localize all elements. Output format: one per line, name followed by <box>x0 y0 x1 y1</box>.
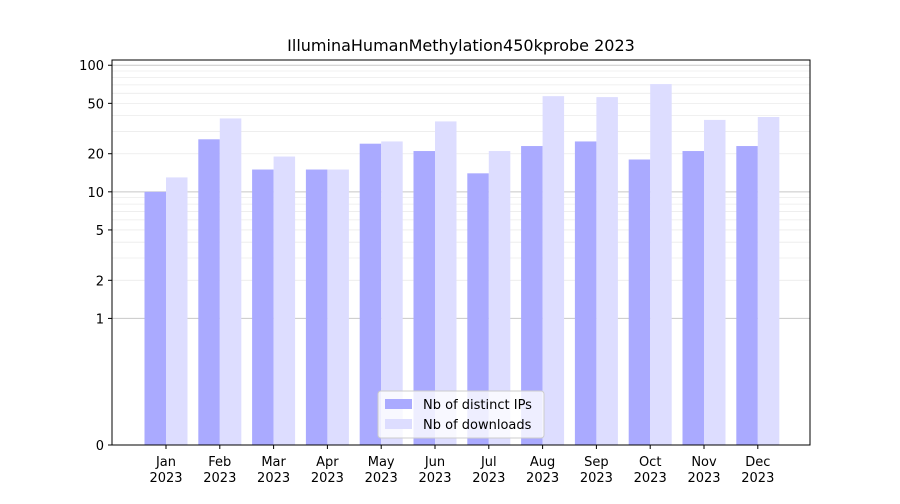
bar-distinct-ips <box>628 159 651 445</box>
y-tick-label: 5 <box>96 224 104 239</box>
x-tick-label-month: Jun <box>424 455 445 470</box>
y-tick-label: 100 <box>79 59 104 74</box>
x-tick-label-month: May <box>368 455 395 470</box>
legend-label: Nb of distinct IPs <box>423 398 532 413</box>
bar-distinct-ips <box>467 173 489 445</box>
bars <box>144 84 780 446</box>
x-tick-label-year: 2023 <box>365 471 398 486</box>
y-axis-ticks: 0 1 2 5 10 20 50 100 <box>79 59 112 454</box>
legend-box <box>377 390 545 439</box>
x-tick-label-year: 2023 <box>741 471 774 486</box>
x-tick-label-month: Nov <box>691 455 717 470</box>
x-tick-label-month: Oct <box>639 455 661 470</box>
bar-downloads <box>542 96 565 446</box>
bar-downloads <box>596 97 618 446</box>
x-tick-label-year: 2023 <box>311 471 344 486</box>
bar-distinct-ips <box>521 146 543 445</box>
y-tick-label: 20 <box>87 148 104 163</box>
x-tick-label-month: Jan <box>155 455 176 470</box>
x-tick-label-year: 2023 <box>257 471 290 486</box>
bar-downloads <box>327 169 349 445</box>
y-tick-label: 1 <box>96 312 104 327</box>
y-tick-label: 10 <box>87 186 104 201</box>
bar-distinct-ips <box>305 169 328 445</box>
x-tick-label-year: 2023 <box>203 471 236 486</box>
x-tick-label-year: 2023 <box>687 471 720 486</box>
x-tick-label-year: 2023 <box>418 471 451 486</box>
x-tick-label-month: Mar <box>261 455 286 470</box>
bar-downloads <box>166 177 188 446</box>
bar-downloads <box>381 141 403 445</box>
bar-distinct-ips <box>574 141 597 445</box>
y-tick-label: 2 <box>96 274 104 289</box>
legend-label: Nb of downloads <box>423 418 532 433</box>
x-tick-label-month: Aug <box>530 455 555 470</box>
bar-distinct-ips <box>359 143 382 445</box>
bar-downloads <box>219 118 242 445</box>
x-tick-label-year: 2023 <box>526 471 559 486</box>
x-tick-label-month: Apr <box>316 455 339 470</box>
x-tick-label-month: Feb <box>208 455 231 470</box>
bar-downloads <box>650 84 672 446</box>
bar-distinct-ips <box>198 139 220 445</box>
x-tick-label-year: 2023 <box>149 471 182 486</box>
y-tick-label: 50 <box>87 97 104 112</box>
legend-swatch <box>385 399 412 409</box>
x-tick-label-month: Sep <box>584 455 609 470</box>
bar-downloads <box>704 119 726 445</box>
chart-title: IlluminaHumanMethylation450kprobe 2023 <box>287 36 635 55</box>
x-tick-label-year: 2023 <box>580 471 613 486</box>
y-tick-label: 0 <box>96 439 104 454</box>
bar-distinct-ips <box>144 191 166 445</box>
legend-swatch <box>385 419 412 429</box>
x-tick-label-year: 2023 <box>634 471 667 486</box>
x-tick-label-year: 2023 <box>472 471 505 486</box>
legend: Nb of distinct IPs Nb of downloads <box>377 390 545 439</box>
bar-distinct-ips <box>736 146 758 445</box>
x-axis-ticks: Jan2023Feb2023Mar2023Apr2023May2023Jun20… <box>149 445 774 486</box>
bar-downloads <box>435 121 457 445</box>
bar-distinct-ips <box>682 151 704 445</box>
x-tick-label-month: Jul <box>480 455 497 470</box>
bar-downloads <box>757 117 780 446</box>
bar-distinct-ips <box>413 151 435 445</box>
bar-downloads <box>273 156 296 446</box>
x-tick-label-month: Dec <box>745 455 770 470</box>
bar-distinct-ips <box>252 169 274 445</box>
plot-frame <box>111 59 811 446</box>
bar-downloads <box>488 151 511 445</box>
